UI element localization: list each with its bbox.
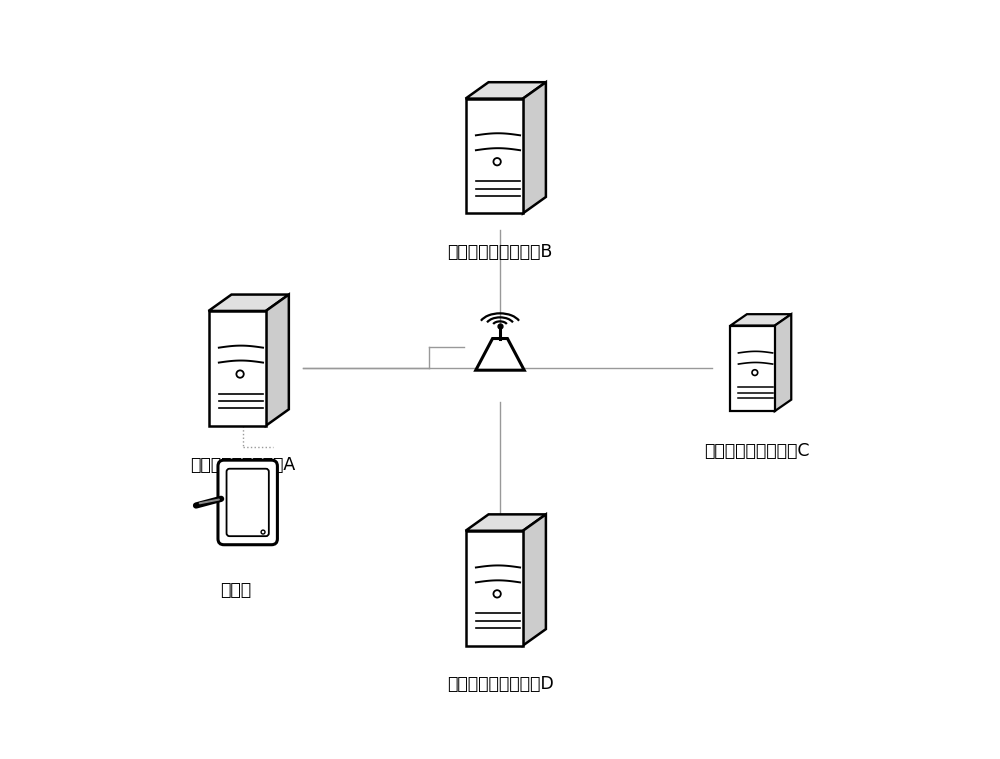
Circle shape [493, 158, 501, 165]
Polygon shape [209, 311, 266, 426]
Text: 示教器: 示教器 [220, 581, 251, 599]
Circle shape [752, 370, 758, 376]
Polygon shape [730, 326, 775, 411]
Polygon shape [523, 82, 546, 213]
Text: 码堆机器人控制系统B: 码堆机器人控制系统B [447, 243, 553, 261]
Circle shape [236, 370, 244, 378]
Text: 码堆机器人控制系统C: 码堆机器人控制系统C [704, 442, 810, 461]
Text: 码堆机器人控制系统D: 码堆机器人控制系统D [447, 676, 553, 693]
Polygon shape [209, 294, 289, 311]
Polygon shape [466, 531, 523, 645]
Polygon shape [476, 339, 524, 370]
Text: 码堆机器人控制系统A: 码堆机器人控制系统A [190, 455, 296, 474]
Circle shape [261, 530, 265, 534]
Polygon shape [730, 314, 791, 326]
FancyBboxPatch shape [218, 460, 277, 545]
Polygon shape [466, 99, 523, 213]
Polygon shape [266, 294, 289, 426]
Polygon shape [466, 515, 546, 531]
Polygon shape [775, 314, 791, 411]
Polygon shape [523, 515, 546, 645]
Polygon shape [466, 82, 546, 99]
Circle shape [493, 591, 501, 597]
FancyBboxPatch shape [227, 469, 269, 536]
